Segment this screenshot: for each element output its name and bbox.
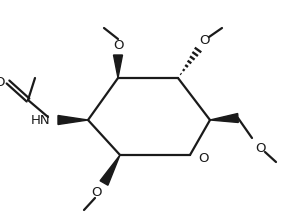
Text: O: O <box>113 39 123 52</box>
Polygon shape <box>100 155 120 185</box>
Text: O: O <box>198 152 208 165</box>
Text: O: O <box>199 34 209 46</box>
Text: O: O <box>255 141 265 155</box>
Text: O: O <box>0 76 5 89</box>
Text: O: O <box>92 186 102 199</box>
Text: HN: HN <box>30 113 50 126</box>
Polygon shape <box>58 116 88 125</box>
Polygon shape <box>210 113 238 122</box>
Polygon shape <box>113 55 123 78</box>
